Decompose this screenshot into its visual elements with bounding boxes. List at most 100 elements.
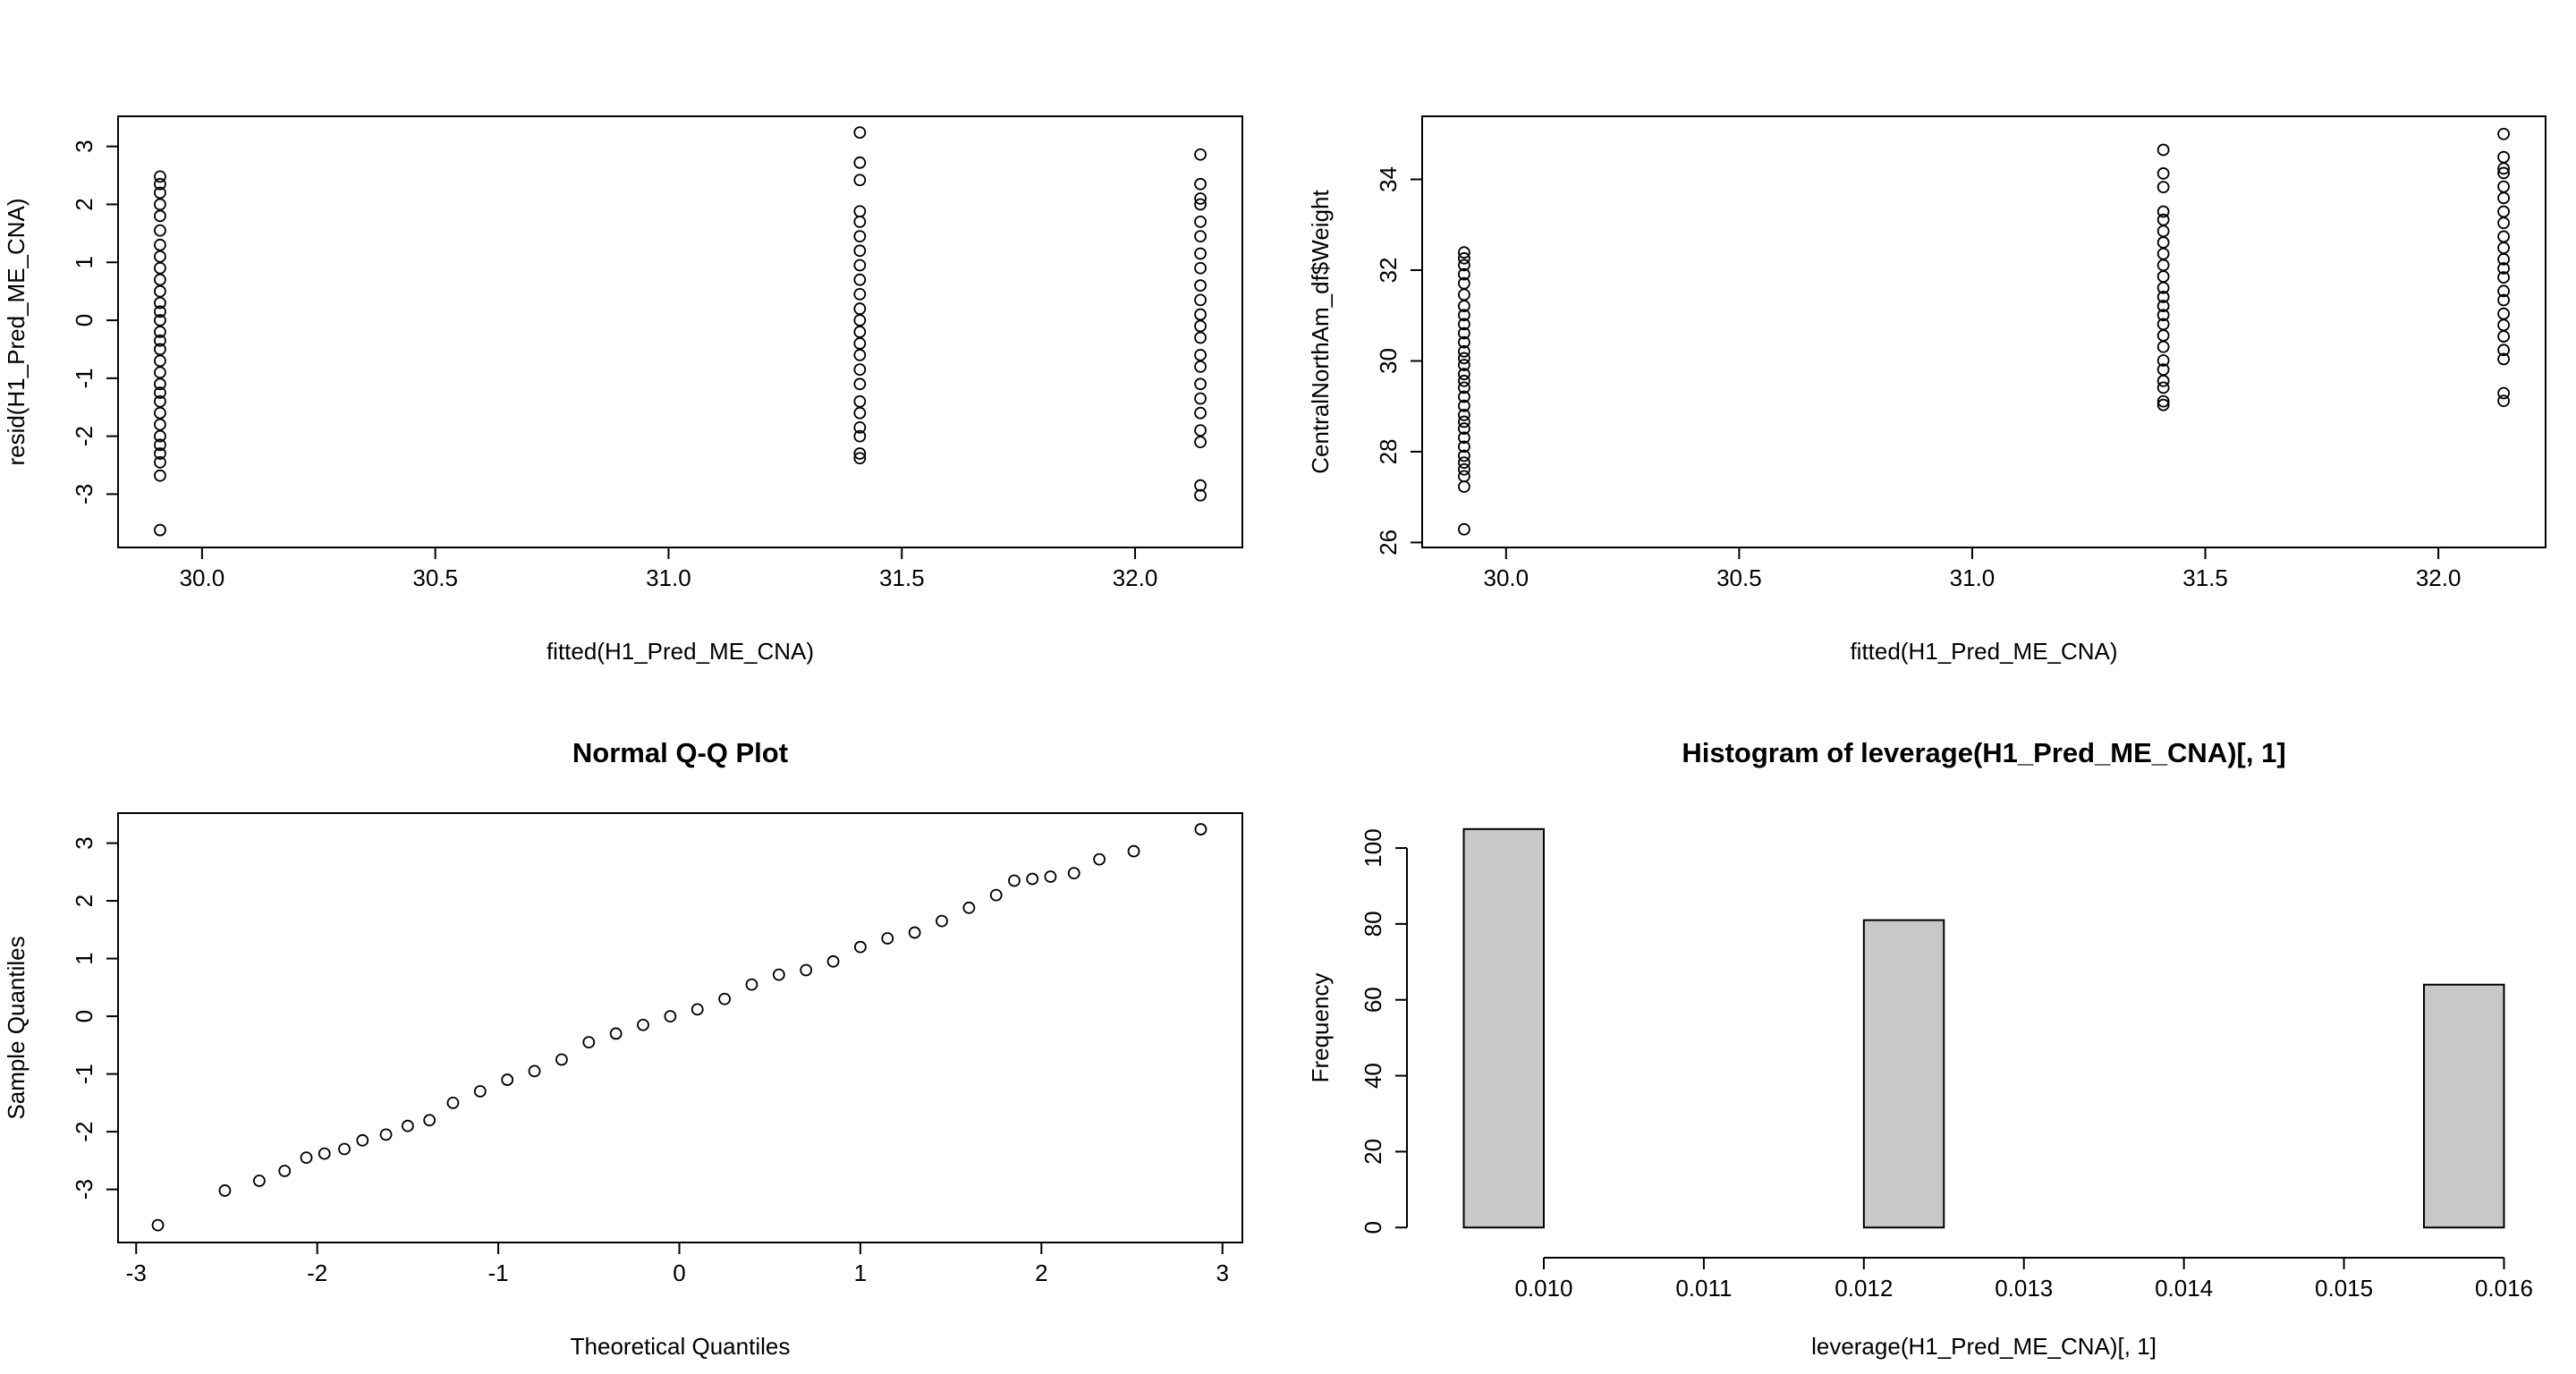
point [853,314,867,327]
y-tick-label: 3 [71,140,97,152]
point [1458,276,1470,290]
x-tick-label: -2 [307,1260,327,1286]
point [2157,363,2170,377]
x-tick-label: -3 [126,1260,147,1286]
y-tick-label: 1 [71,952,97,964]
point [2157,205,2170,218]
point [1458,335,1470,349]
point [2157,354,2170,367]
point [2157,259,2170,272]
point [2157,329,2170,342]
point [1458,251,1470,265]
point [1194,293,1207,307]
point [853,452,867,465]
point [1458,456,1470,470]
point [582,1036,596,1049]
x-tick-label: 31.0 [646,564,691,591]
point [853,302,867,315]
point [446,1096,460,1109]
point [1458,309,1470,322]
point [1127,844,1140,858]
point [2157,300,2170,312]
point [1458,368,1470,381]
point [853,337,867,350]
point [154,273,166,286]
x-tick-label: 0 [673,1260,685,1286]
point [853,230,867,243]
point [338,1142,351,1156]
point [154,447,166,460]
point [1458,480,1470,493]
point [356,1133,369,1147]
point [1458,449,1470,462]
plot-frame [117,115,1243,548]
point [1458,431,1470,445]
y-tick-label: 80 [1360,911,1386,937]
point [2497,205,2510,218]
point [379,1128,393,1141]
point [609,1027,623,1040]
y-tick-label: -3 [71,484,97,505]
point [154,469,166,482]
point [908,926,921,939]
x-tick-label: 30.5 [412,564,458,591]
point [1008,874,1021,887]
y-tick-label: 0 [1360,1221,1386,1234]
point [154,209,166,223]
chart-title: Normal Q-Q Plot [572,737,788,768]
y-tick-label: 30 [1375,348,1402,374]
point [1458,522,1470,536]
x-tick-label: 31.5 [2182,564,2228,591]
point [2157,143,2170,157]
point [2497,330,2510,343]
point [1194,377,1207,391]
point [300,1151,313,1165]
point [2157,167,2170,180]
point [2497,352,2510,366]
bar [1862,919,1945,1229]
point [1194,406,1207,420]
x-tick-label: 0.016 [2475,1275,2533,1302]
point [1194,319,1207,333]
point [1458,399,1470,412]
point [800,963,813,977]
point [853,394,867,408]
point [1458,259,1470,272]
point [154,354,166,368]
point [2157,398,2170,411]
point [154,186,166,199]
point [154,418,166,431]
point [1458,359,1470,371]
point [1194,392,1207,405]
point [962,901,976,914]
point [853,363,867,377]
point [154,305,166,318]
point [1458,344,1470,358]
x-tick-label: 0.010 [1514,1275,1572,1302]
point [1194,331,1207,344]
x-tick-label: 32.0 [1113,564,1158,591]
bar [2423,983,2505,1229]
point [853,287,867,301]
point [637,1018,649,1031]
point [1458,246,1470,259]
point [2497,284,2510,298]
point [2157,247,2170,260]
point [2157,270,2170,284]
point [423,1114,436,1127]
point [1194,216,1207,228]
point [318,1147,331,1160]
point [1067,867,1080,879]
point [154,406,166,420]
point [853,273,867,286]
x-tick-label: 1 [854,1260,867,1286]
point [1194,148,1207,161]
y-tick-label: 34 [1375,166,1402,192]
x-tick-label: 0.015 [2315,1275,2373,1302]
x-tick-label: 0.014 [2155,1275,2213,1302]
point [154,343,166,356]
point [1194,488,1207,502]
point [2497,191,2510,205]
point [881,932,894,945]
y-tick-label: -2 [71,426,97,446]
